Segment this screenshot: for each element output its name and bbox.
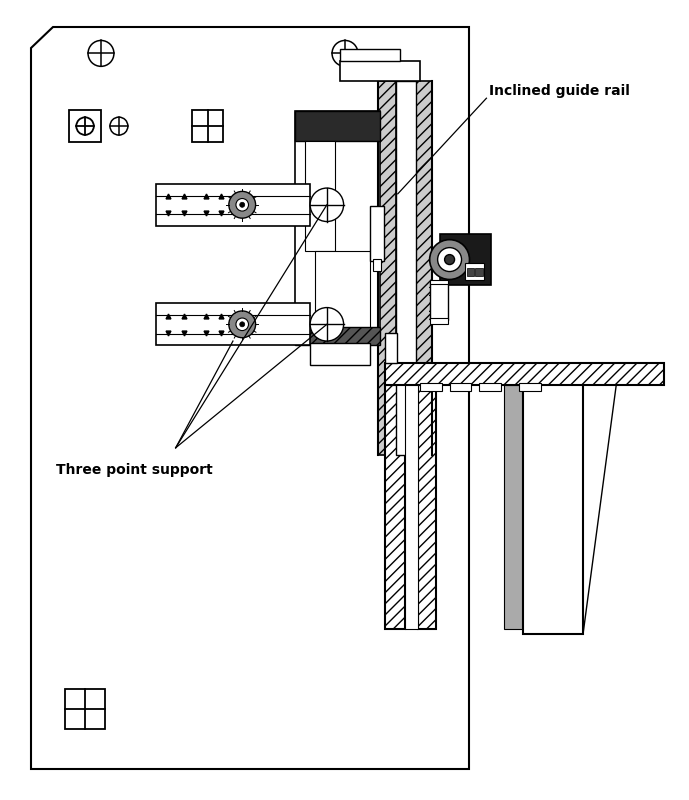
Bar (340, 50, 400, 62)
Circle shape (444, 254, 455, 265)
Bar (156, 303, 310, 346)
Bar (65, 689, 105, 729)
Bar (464, 262, 484, 281)
Circle shape (76, 118, 94, 135)
Circle shape (236, 318, 249, 330)
Bar (385, 363, 664, 385)
Bar (295, 111, 380, 340)
Circle shape (229, 311, 256, 338)
Bar (340, 62, 420, 82)
Bar (404, 385, 418, 629)
Bar (156, 184, 310, 226)
Bar (295, 327, 380, 346)
Bar (315, 250, 370, 340)
Bar (430, 282, 448, 320)
Bar (523, 365, 583, 634)
Bar (69, 110, 101, 142)
Circle shape (236, 198, 249, 211)
Bar (192, 110, 223, 142)
Bar (310, 343, 370, 365)
Text: Three point support: Three point support (56, 462, 213, 477)
Bar (440, 234, 491, 286)
Bar (295, 111, 380, 141)
Polygon shape (31, 26, 469, 769)
Circle shape (430, 240, 469, 279)
Bar (420, 383, 442, 391)
Bar (466, 267, 475, 275)
Bar (520, 383, 541, 391)
Circle shape (438, 248, 462, 271)
Bar (418, 385, 435, 629)
Circle shape (88, 41, 114, 66)
Text: Inclined guide rail: Inclined guide rail (489, 84, 630, 98)
Circle shape (240, 202, 245, 207)
Circle shape (110, 117, 128, 135)
Bar (385, 385, 404, 629)
Bar (378, 82, 395, 454)
Circle shape (332, 41, 358, 66)
Circle shape (310, 188, 344, 222)
Circle shape (310, 307, 344, 341)
Bar (430, 318, 448, 324)
Circle shape (229, 191, 256, 218)
Bar (305, 141, 335, 250)
Bar (370, 206, 384, 261)
Bar (480, 383, 502, 391)
Bar (373, 258, 381, 270)
Bar (430, 281, 448, 285)
Circle shape (240, 322, 245, 327)
Bar (504, 385, 522, 629)
Bar (385, 334, 397, 363)
Bar (395, 82, 415, 454)
Bar (450, 383, 471, 391)
Bar (475, 267, 484, 275)
Bar (415, 82, 431, 454)
